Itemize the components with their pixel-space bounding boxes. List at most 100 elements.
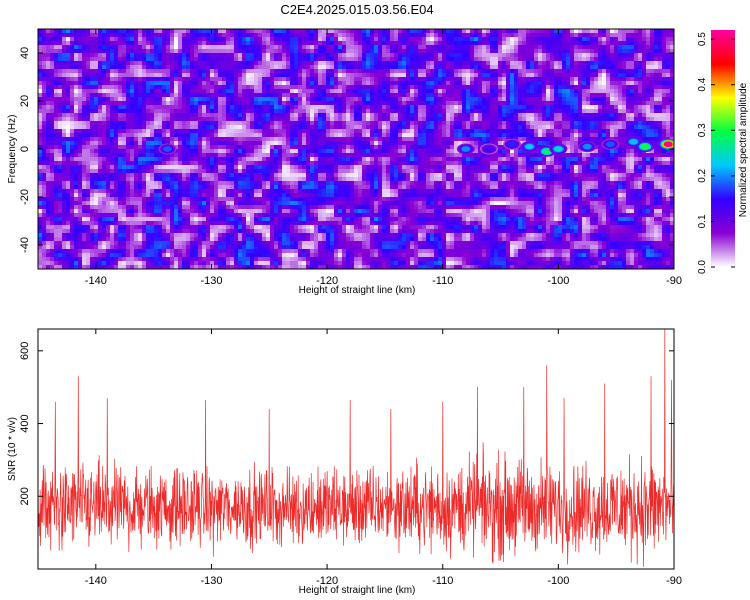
heatmap-cell xyxy=(178,129,183,134)
heatmap-cell xyxy=(306,77,311,82)
heatmap-cell xyxy=(290,29,295,34)
heatmap-cell xyxy=(390,49,395,54)
heatmap-cell xyxy=(582,105,587,110)
heatmap-cell xyxy=(466,89,471,94)
heatmap-cell xyxy=(38,113,43,118)
heatmap-cell xyxy=(134,121,139,126)
heatmap-cell xyxy=(294,149,299,154)
heatmap-cell xyxy=(454,29,459,34)
heatmap-cell xyxy=(62,69,67,74)
heatmap-cell xyxy=(58,105,63,110)
heatmap-cell xyxy=(402,57,407,62)
heatmap-cell xyxy=(270,81,275,86)
heatmap-cell xyxy=(82,45,87,50)
heatmap-cell xyxy=(530,121,535,126)
heatmap-cell xyxy=(454,105,459,110)
heatmap-cell xyxy=(62,137,67,142)
heatmap-cell xyxy=(610,41,615,46)
heatmap-cell xyxy=(570,45,575,50)
heatmap-cell xyxy=(374,101,379,106)
heatmap-cell xyxy=(414,45,419,50)
heatmap-cell xyxy=(314,77,319,82)
heatmap-cell xyxy=(66,77,71,82)
heatmap-cell xyxy=(478,77,483,82)
heatmap-cell xyxy=(554,57,559,62)
heatmap-cell xyxy=(238,61,243,66)
heatmap-cell xyxy=(626,101,631,106)
heatmap-cell xyxy=(398,37,403,42)
heatmap-cell xyxy=(330,29,335,34)
heatmap-cell xyxy=(50,53,55,58)
heatmap-cell xyxy=(130,89,135,94)
heatmap-cell xyxy=(362,101,367,106)
heatmap-cell xyxy=(570,73,575,78)
heatmap-cell xyxy=(46,97,51,102)
heatmap-cell xyxy=(522,113,527,118)
heatmap-cell xyxy=(594,61,599,66)
heatmap-cell xyxy=(574,65,579,70)
heatmap-cell xyxy=(582,29,587,34)
heatmap-cell xyxy=(214,109,219,114)
heatmap-cell xyxy=(138,129,143,134)
heatmap-cell xyxy=(430,149,435,154)
heatmap-cell xyxy=(122,33,127,38)
heatmap-cell xyxy=(214,81,219,86)
heatmap-cell xyxy=(134,49,139,54)
heatmap-cell xyxy=(302,41,307,46)
heatmap-cell xyxy=(386,81,391,86)
heatmap-cell xyxy=(598,113,603,118)
heatmap-cell xyxy=(94,53,99,58)
heatmap-cell xyxy=(134,53,139,58)
heatmap-cell xyxy=(642,129,647,134)
heatmap-cell xyxy=(294,73,299,78)
heatmap-cell xyxy=(266,121,271,126)
heatmap-cell xyxy=(462,97,467,102)
heatmap-cell xyxy=(314,53,319,58)
heatmap-cell xyxy=(70,37,75,42)
heatmap-cell xyxy=(526,57,531,62)
heatmap-cell xyxy=(642,41,647,46)
heatmap-cell xyxy=(170,57,175,62)
heatmap-cell xyxy=(146,133,151,138)
heatmap-cell xyxy=(134,37,139,42)
heatmap-cell xyxy=(294,53,299,58)
heatmap-cell xyxy=(470,73,475,78)
heatmap-cell xyxy=(654,37,659,42)
heatmap-cell xyxy=(362,73,367,78)
heatmap-cell xyxy=(490,129,495,134)
heatmap-cell xyxy=(198,125,203,130)
heatmap-cell xyxy=(546,77,551,82)
heatmap-cell xyxy=(222,133,227,138)
heatmap-cell xyxy=(402,29,407,34)
heatmap-cell xyxy=(166,49,171,54)
heatmap-cell xyxy=(566,49,571,54)
heatmap-cell xyxy=(610,33,615,38)
heatmap-cell xyxy=(186,81,191,86)
heatmap-cell xyxy=(394,89,399,94)
heatmap-cell xyxy=(438,85,443,90)
heatmap-cell xyxy=(114,129,119,134)
heatmap-cell xyxy=(174,53,179,58)
heatmap-cell xyxy=(366,33,371,38)
heatmap-cell xyxy=(610,45,615,50)
heatmap-cell xyxy=(122,97,127,102)
heatmap-cell xyxy=(162,65,167,70)
heatmap-cell xyxy=(282,89,287,94)
heatmap-cell xyxy=(518,129,523,134)
heatmap-cell xyxy=(450,65,455,70)
heatmap-cell xyxy=(242,109,247,114)
heatmap-cell xyxy=(318,97,323,102)
heatmap-cell xyxy=(354,133,359,138)
heatmap-cell xyxy=(90,73,95,78)
heatmap-cell xyxy=(662,105,667,110)
heatmap-cell xyxy=(434,145,439,150)
heatmap-cell xyxy=(538,109,543,114)
heatmap-cell xyxy=(438,149,443,154)
heatmap-cell xyxy=(430,133,435,138)
heatmap-cell xyxy=(50,97,55,102)
heatmap-cell xyxy=(98,129,103,134)
heatmap-cell xyxy=(142,45,147,50)
heatmap-cell xyxy=(402,93,407,98)
heatmap-cell xyxy=(654,85,659,90)
heatmap-cell xyxy=(146,41,151,46)
